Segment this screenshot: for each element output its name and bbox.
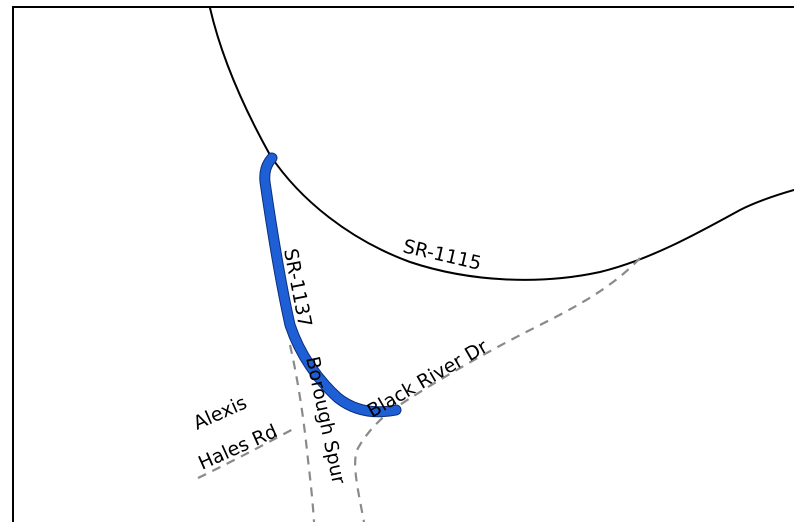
label-black-river-dr: Black River Dr — [364, 336, 492, 423]
road-sr-1115[interactable] — [209, 7, 794, 281]
road-black-river-dr[interactable] — [354, 257, 641, 522]
label-borough-spur: Borough Spur — [301, 354, 350, 486]
label-alexis-hales-rd-line1: Alexis — [190, 392, 250, 435]
map-frame — [12, 6, 794, 522]
route-highlight[interactable] — [260, 153, 401, 417]
road-alexis-hales-rd[interactable] — [197, 427, 296, 479]
label-sr-1115: SR-1115 — [401, 235, 484, 274]
